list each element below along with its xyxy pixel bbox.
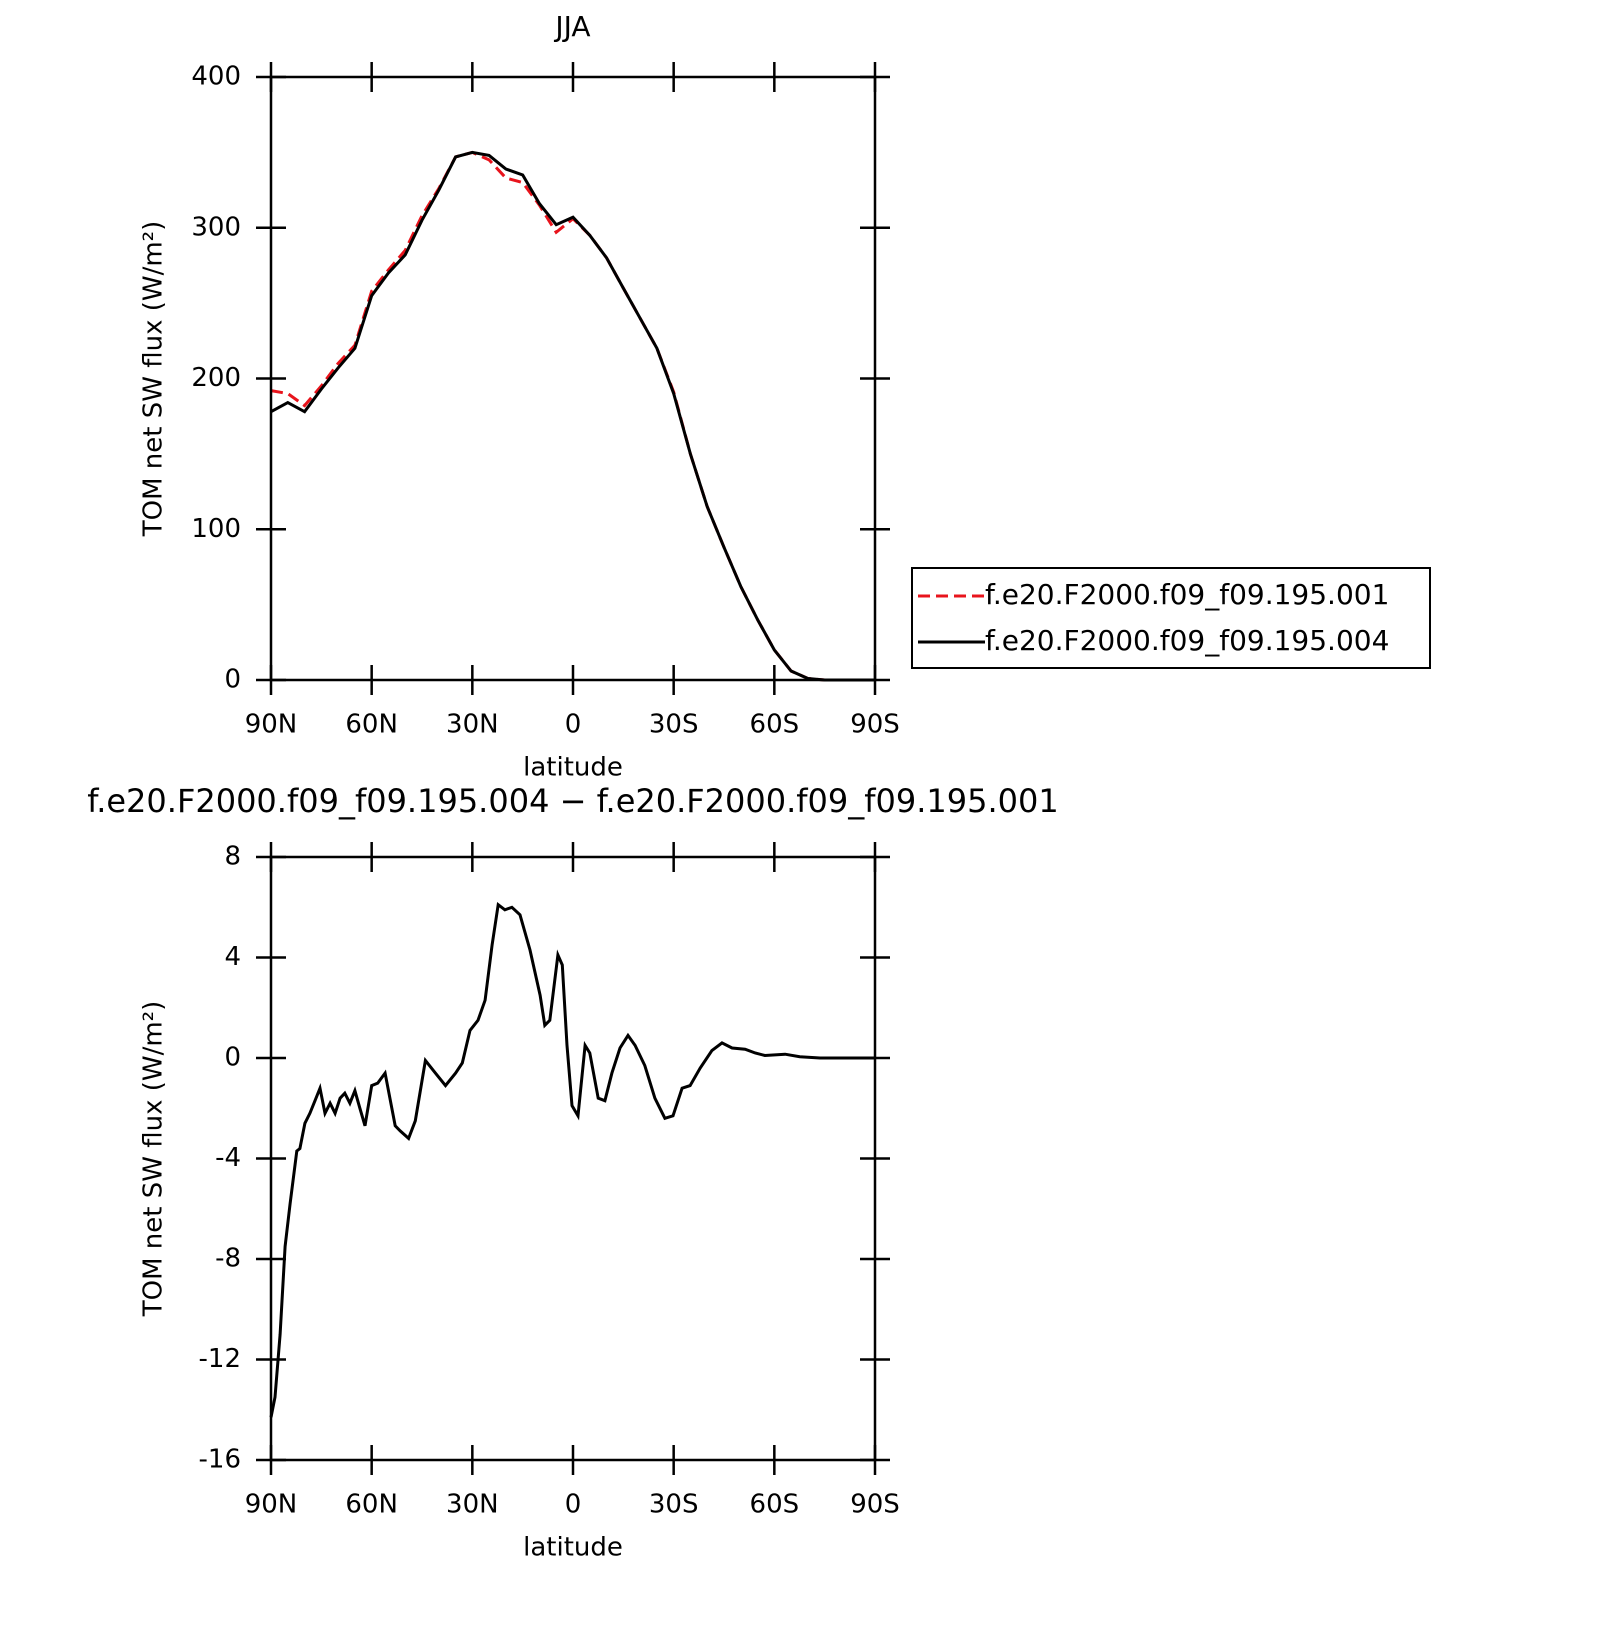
y-tick-label: 100 [191, 514, 241, 544]
x-tick-label: 90S [850, 710, 900, 740]
data-line [269, 901, 875, 1418]
x-tick-label: 60S [750, 710, 800, 740]
y-axis-label: TOM net SW flux (W/m²) [139, 221, 169, 537]
data-line [270, 150, 875, 682]
x-axis-label: latitude [523, 1533, 623, 1563]
y-axis-label: TOM net SW flux (W/m²) [139, 1001, 169, 1317]
y-tick-label: -4 [215, 1143, 241, 1173]
legend-label: f.e20.F2000.f09_f09.195.001 [985, 578, 1389, 611]
x-tick-label: 60S [750, 1490, 800, 1520]
x-tick-label: 0 [565, 710, 582, 740]
data-line [270, 150, 875, 682]
x-axis-label: latitude [523, 753, 623, 783]
y-tick-label: 300 [191, 212, 241, 242]
y-tick-label: 0 [224, 665, 241, 695]
legend-label: f.e20.F2000.f09_f09.195.004 [985, 624, 1389, 657]
plot-frame [269, 855, 877, 1462]
x-tick-label: 30N [446, 710, 499, 740]
y-tick-label: 4 [224, 942, 241, 972]
x-tick-label: 90N [245, 1490, 298, 1520]
x-tick-label: 30S [649, 1490, 699, 1520]
legend-box [911, 567, 1431, 669]
chart-title: JJA [553, 10, 590, 43]
y-tick-label: 400 [191, 62, 241, 92]
x-tick-label: 60N [345, 1490, 398, 1520]
y-tick-label: -12 [199, 1344, 241, 1374]
y-tick-label: -8 [215, 1244, 241, 1274]
chart-title: f.e20.F2000.f09_f09.195.004 − f.e20.F200… [87, 782, 1059, 820]
y-tick-label: -16 [199, 1445, 241, 1475]
x-tick-label: 0 [565, 1490, 582, 1520]
y-tick-label: 0 [224, 1043, 241, 1073]
y-tick-label: 8 [224, 842, 241, 872]
x-tick-label: 60N [345, 710, 398, 740]
x-tick-label: 30N [446, 1490, 499, 1520]
plot-frame [269, 75, 877, 682]
x-tick-label: 30S [649, 710, 699, 740]
x-tick-label: 90N [245, 710, 298, 740]
y-tick-label: 200 [191, 363, 241, 393]
x-tick-label: 90S [850, 1490, 900, 1520]
